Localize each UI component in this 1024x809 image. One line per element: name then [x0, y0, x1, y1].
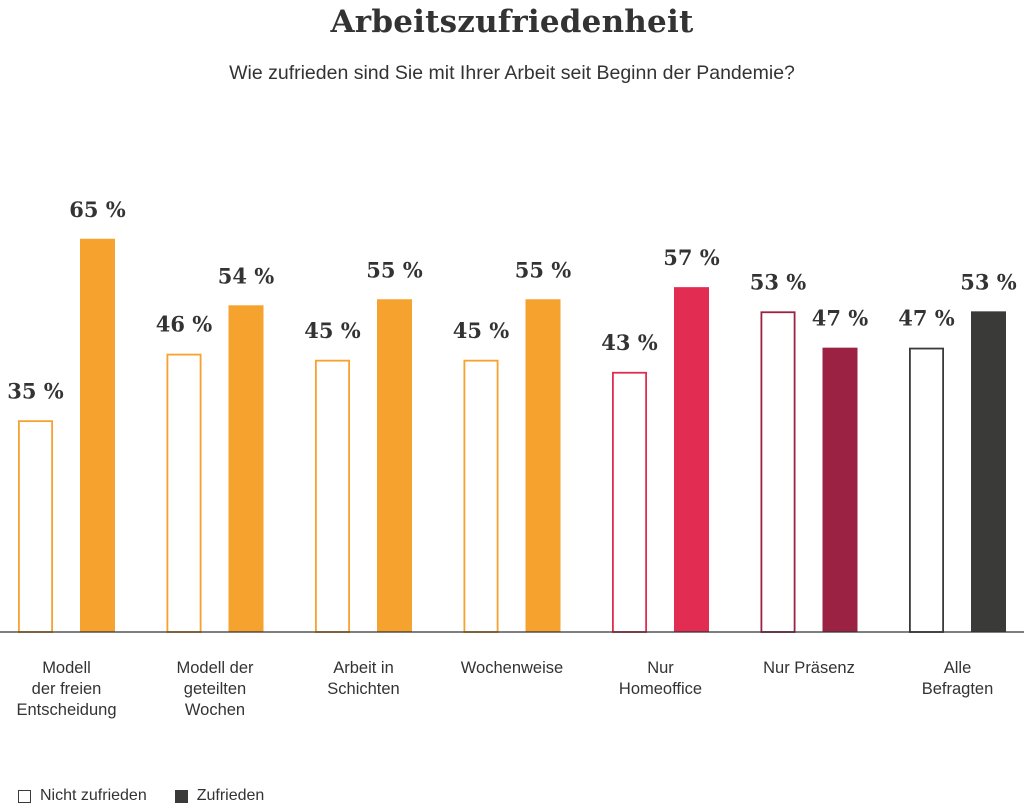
bar-satisfied-1 [228, 305, 264, 632]
category-label-0: Modell der freien Entscheidung [17, 659, 117, 719]
category-label-1: Modell der geteilten Wochen [176, 659, 254, 719]
bar-not-satisfied-4 [612, 371, 648, 633]
bar-satisfied-5 [822, 347, 858, 632]
legend-swatch-filled [174, 789, 188, 803]
legend-label-not-satisfied: Nicht zufrieden [40, 787, 147, 804]
category-labels-layer: Modell der freien Entscheidung Modell der ge… [17, 659, 994, 719]
bar-not-satisfied-3 [463, 359, 499, 633]
bar-satisfied-4 [674, 287, 709, 632]
bar-not-satisfied-5 [760, 311, 796, 633]
bar-not-satisfied-0 [17, 420, 54, 633]
value-label-satisfied-3: 55 % [515, 257, 572, 282]
value-label-satisfied-2: 55 % [366, 257, 423, 282]
category-label-5: Nur Präsenz [763, 659, 855, 677]
legend-item-satisfied: Zufrieden [174, 787, 265, 805]
chart-title: Arbeitszufriedenheit [330, 4, 694, 40]
value-label-satisfied-1: 54 % [218, 263, 275, 288]
value-label-not-satisfied-4: 43 % [601, 330, 658, 355]
bar-not-satisfied-1 [166, 353, 202, 633]
value-label-satisfied-6: 53 % [960, 269, 1017, 294]
value-label-satisfied-4: 57 % [663, 245, 720, 270]
legend: Nicht zufrieden Zufrieden [18, 787, 292, 805]
category-label-2: Arbeit in Schichten [327, 659, 399, 698]
legend-item-not-satisfied: Nicht zufrieden [18, 787, 147, 805]
value-label-satisfied-0: 65 % [69, 197, 126, 222]
category-label-3: Wochenweise [461, 659, 563, 677]
value-label-not-satisfied-0: 35 % [7, 378, 64, 403]
category-label-4: Nur Homeoffice [619, 659, 702, 698]
value-label-not-satisfied-6: 47 % [898, 306, 955, 331]
bar-not-satisfied-2 [314, 359, 350, 633]
value-labels-layer: 35 % 65 % 46 %54 % 45 % 55 % 45 % 55 % 43 % 57 %… [7, 197, 1017, 404]
chart-subtitle: Wie zufrieden sind Sie mit Ihrer Arbeit … [229, 62, 795, 84]
category-label-6: Alle Befragten [922, 659, 994, 698]
value-label-satisfied-5: 47 % [812, 306, 869, 331]
bars-layer [17, 238, 1006, 633]
legend-label-satisfied: Zufrieden [196, 787, 265, 804]
value-label-not-satisfied-5: 53 % [750, 269, 807, 294]
value-label-not-satisfied-1: 46 % [156, 312, 213, 337]
bar-satisfied-2 [377, 299, 412, 632]
bar-not-satisfied-6 [909, 347, 945, 633]
bar-satisfied-0 [80, 238, 115, 632]
legend-swatch-outline [18, 789, 31, 803]
bar-chart: 35 % 65 % 46 %54 % 45 % 55 % 45 % 55 % 43 % 57 %… [0, 197, 1024, 719]
bar-satisfied-3 [525, 299, 561, 632]
value-label-not-satisfied-2: 45 % [304, 318, 361, 343]
bar-satisfied-6 [971, 311, 1006, 632]
value-label-not-satisfied-3: 45 % [453, 318, 510, 343]
